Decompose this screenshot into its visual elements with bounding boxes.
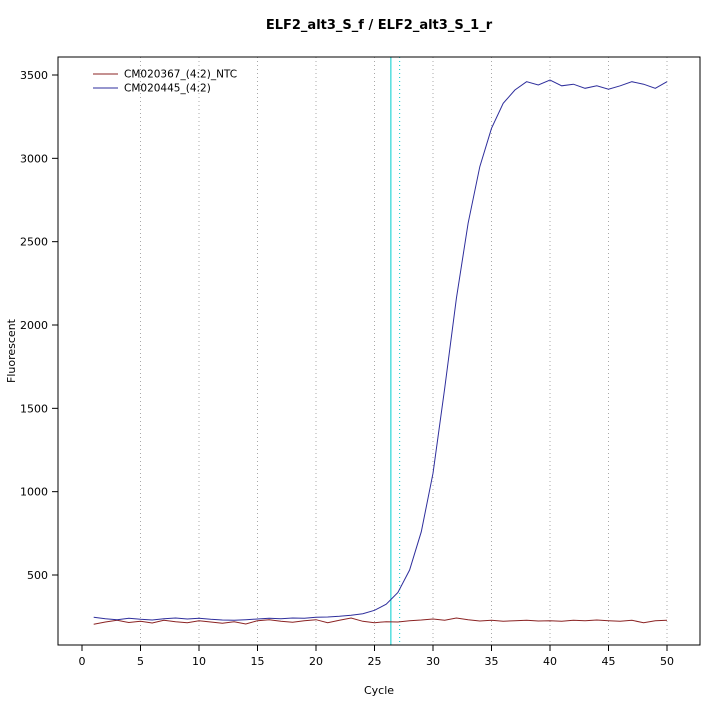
- legend: CM020367_(4:2)_NTC CM020445_(4:2): [93, 69, 237, 95]
- x-tick-label-30: 30: [426, 655, 440, 668]
- x-tick-label-45: 45: [602, 655, 616, 668]
- x-axis-label: Cycle: [364, 684, 394, 697]
- y-axis-label: Fluorescent: [5, 318, 18, 383]
- legend-item-sample: CM020445_(4:2): [93, 83, 211, 95]
- x-tick-label-5: 5: [137, 655, 144, 668]
- threshold-lines: [390, 57, 401, 645]
- series-line-ntc: [93, 617, 668, 625]
- x-axis: 0 5 10 15 20 25 30 35 40 45 50: [79, 645, 674, 668]
- legend-item-ntc: CM020367_(4:2)_NTC: [93, 69, 237, 81]
- y-tick-label-3500: 3500: [20, 69, 48, 82]
- x-tick-label-50: 50: [660, 655, 674, 668]
- y-tick-label-1000: 1000: [20, 486, 48, 499]
- y-tick-label-500: 500: [27, 569, 48, 582]
- x-tick-label-25: 25: [368, 655, 382, 668]
- legend-label: CM020367_(4:2)_NTC: [124, 69, 237, 81]
- y-tick-label-2000: 2000: [20, 319, 48, 332]
- gridlines: [140, 57, 668, 645]
- x-tick-label-40: 40: [543, 655, 557, 668]
- plot-border: [57, 56, 701, 646]
- chart-title: ELF2_alt3_S_f / ELF2_alt3_S_1_r: [266, 18, 493, 33]
- x-tick-label-15: 15: [251, 655, 265, 668]
- series-lines: [93, 79, 668, 625]
- legend-label: CM020445_(4:2): [124, 83, 211, 95]
- y-tick-label-2500: 2500: [20, 236, 48, 249]
- y-tick-label-3000: 3000: [20, 152, 48, 165]
- series-line-sample: [93, 79, 668, 621]
- y-tick-label-1500: 1500: [20, 402, 48, 415]
- x-tick-label-10: 10: [192, 655, 206, 668]
- x-tick-label-0: 0: [79, 655, 86, 668]
- x-tick-label-35: 35: [485, 655, 499, 668]
- y-axis: 500 1000 1500 2000 2500 3000 3500: [20, 69, 58, 582]
- x-tick-label-20: 20: [309, 655, 323, 668]
